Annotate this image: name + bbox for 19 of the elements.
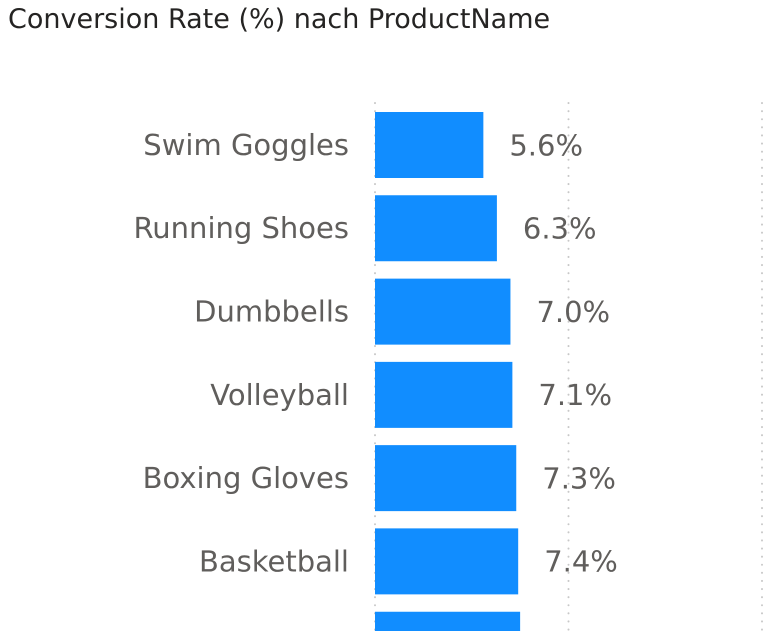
data-label: 6.3% bbox=[522, 212, 597, 246]
bar bbox=[375, 278, 510, 345]
y-tick-label: Swim Goggles bbox=[143, 128, 349, 162]
data-label: 7.3% bbox=[542, 461, 616, 496]
chart-title: Conversion Rate (%) nach ProductName bbox=[8, 3, 552, 37]
y-tick-label: Boxing Gloves bbox=[142, 461, 349, 496]
data-label: 7.4% bbox=[544, 544, 618, 579]
data-label: 5.6% bbox=[509, 128, 584, 162]
y-tick-label: Running Shoes bbox=[133, 211, 349, 246]
bar bbox=[375, 362, 512, 428]
bar bbox=[375, 445, 516, 512]
bar bbox=[375, 195, 497, 262]
y-tick-label: Dumbbells bbox=[194, 294, 349, 329]
data-label: 7.0% bbox=[536, 294, 610, 329]
y-tick-label: Volleyball bbox=[210, 378, 349, 412]
y-tick-label: Basketball bbox=[198, 544, 349, 578]
data-label: 7.1% bbox=[538, 378, 612, 412]
bar bbox=[375, 528, 518, 594]
bar bbox=[375, 112, 484, 178]
